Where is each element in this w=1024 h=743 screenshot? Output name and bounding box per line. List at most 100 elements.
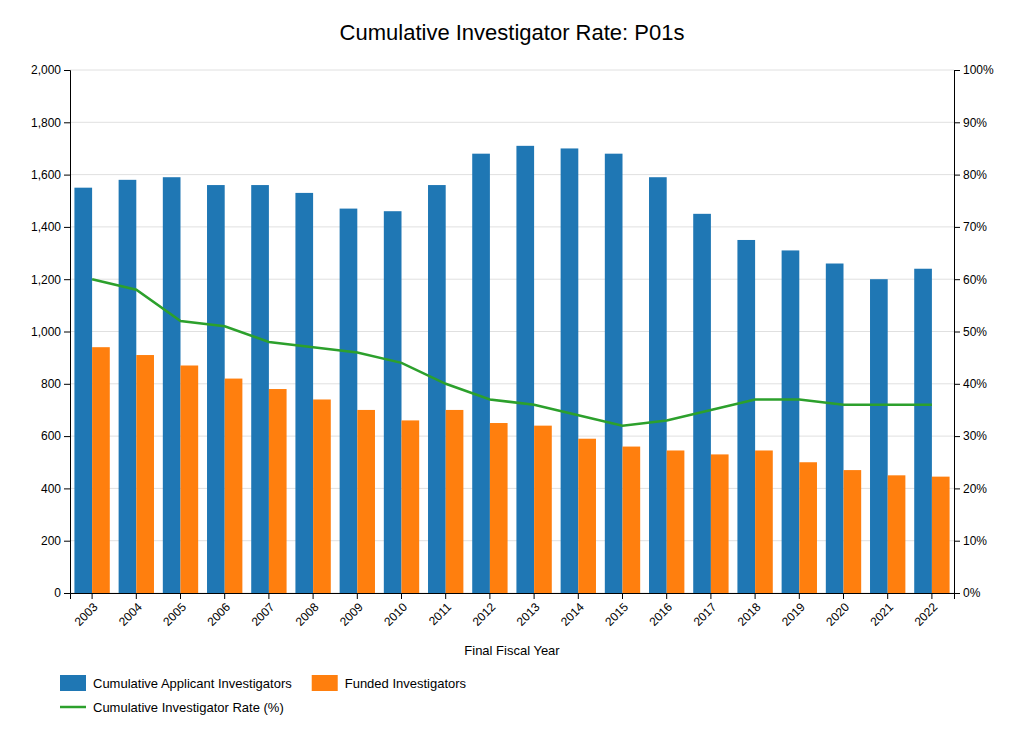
tick: 2007 <box>249 593 278 629</box>
tick: 2006 <box>204 593 233 629</box>
bar <box>472 154 490 593</box>
tick-mark <box>180 593 181 599</box>
tick-mark <box>64 436 70 437</box>
tick-mark <box>710 593 711 599</box>
bar <box>207 185 225 593</box>
bar <box>446 410 464 593</box>
tick: 2,000 <box>31 63 70 77</box>
bar <box>269 389 287 593</box>
bar <box>782 250 800 593</box>
tick-mark <box>313 593 314 599</box>
legend-swatch <box>312 675 338 691</box>
tick-label: 50% <box>963 325 987 339</box>
bar <box>402 420 420 593</box>
tick: 2012 <box>470 593 499 629</box>
tick-label: 0% <box>963 586 981 600</box>
tick: 70% <box>954 220 987 234</box>
legend-label: Cumulative Investigator Rate (%) <box>93 700 284 715</box>
tick-mark <box>64 384 70 385</box>
tick: 2017 <box>691 593 720 629</box>
tick-label: 1,600 <box>31 168 61 182</box>
tick-mark <box>268 593 269 599</box>
tick: 2008 <box>293 593 322 629</box>
legend-label: Cumulative Applicant Investigators <box>93 676 292 691</box>
tick-mark <box>954 384 960 385</box>
tick-mark <box>666 593 667 599</box>
bar <box>136 355 154 593</box>
tick: 30% <box>954 429 987 443</box>
bar <box>490 423 508 593</box>
legend-item: Cumulative Investigator Rate (%) <box>60 700 284 715</box>
tick-mark <box>64 541 70 542</box>
tick-mark <box>64 70 70 71</box>
tick-mark <box>954 279 960 280</box>
tick-mark <box>954 541 960 542</box>
tick-label: 60% <box>963 273 987 287</box>
tick-mark <box>954 332 960 333</box>
tick-mark <box>64 332 70 333</box>
tick-label: 2004 <box>116 600 145 629</box>
legend-row: Cumulative Investigator Rate (%) <box>60 700 284 715</box>
tick-label: 1,400 <box>31 220 61 234</box>
tick-mark <box>954 122 960 123</box>
bar <box>561 148 579 593</box>
tick-label: 100% <box>963 63 994 77</box>
legend-row: Cumulative Applicant InvestigatorsFunded… <box>60 675 467 691</box>
tick: 2013 <box>514 593 543 629</box>
y2-axis: 0%10%20%30%40%50%60%70%80%90%100% <box>954 63 994 600</box>
tick-mark <box>64 122 70 123</box>
grid-line <box>70 70 954 71</box>
tick-label: 2006 <box>204 600 233 629</box>
tick: 10% <box>954 534 987 548</box>
bar <box>92 347 110 593</box>
tick-mark <box>954 70 960 71</box>
axis-line <box>71 594 955 600</box>
chart: 02004006008001,0001,2001,4001,6001,8002,… <box>0 0 1024 743</box>
tick-label: 20% <box>963 482 987 496</box>
tick: 50% <box>954 325 987 339</box>
line <box>92 279 932 425</box>
bar <box>755 450 773 593</box>
bar-series <box>74 146 931 593</box>
tick: 1,000 <box>31 325 70 339</box>
bar <box>516 146 534 593</box>
tick-label: 10% <box>963 534 987 548</box>
tick: 0 <box>54 586 70 600</box>
tick-label: 70% <box>963 220 987 234</box>
tick: 2015 <box>602 593 631 629</box>
tick-label: 2012 <box>470 600 499 629</box>
tick-label: 2014 <box>558 600 587 629</box>
tick-mark <box>64 593 70 594</box>
tick-label: 30% <box>963 429 987 443</box>
legend: Cumulative Applicant InvestigatorsFunded… <box>60 675 467 715</box>
plot: 02004006008001,0001,2001,4001,6001,8002,… <box>31 63 994 629</box>
tick-mark <box>534 593 535 599</box>
tick-label: 2022 <box>912 600 941 629</box>
bar <box>74 188 92 593</box>
tick-mark <box>64 279 70 280</box>
bar <box>737 240 755 593</box>
tick: 80% <box>954 168 987 182</box>
title: Cumulative Investigator Rate: P01s <box>340 20 685 45</box>
tick: 1,800 <box>31 116 70 130</box>
bar <box>295 193 313 593</box>
tick: 1,600 <box>31 168 70 182</box>
bar <box>428 185 446 593</box>
y-axis: 02004006008001,0001,2001,4001,6001,8002,… <box>31 63 71 600</box>
tick-mark <box>224 593 225 599</box>
tick-mark <box>401 593 402 599</box>
tick-mark <box>578 593 579 599</box>
tick: 2019 <box>779 593 808 629</box>
bar <box>313 399 331 593</box>
tick-label: 2016 <box>646 600 675 629</box>
tick-mark <box>92 593 93 599</box>
tick: 2020 <box>823 593 852 629</box>
tick-label: 80% <box>963 168 987 182</box>
tick-label: 1,000 <box>31 325 61 339</box>
legend-swatch <box>60 706 86 709</box>
tick: 2021 <box>867 593 896 629</box>
tick-label: 2021 <box>867 600 896 629</box>
grid-line <box>70 174 954 175</box>
tick-mark <box>954 436 960 437</box>
tick-label: 2020 <box>823 600 852 629</box>
